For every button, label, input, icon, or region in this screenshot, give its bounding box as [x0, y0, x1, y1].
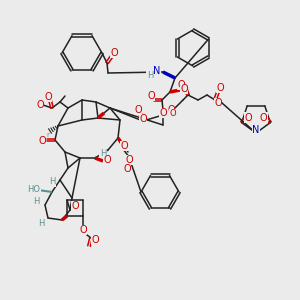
Text: O: O: [134, 105, 142, 115]
Text: O: O: [36, 100, 44, 110]
Text: N: N: [153, 66, 161, 76]
Text: HO: HO: [28, 185, 40, 194]
Text: O: O: [216, 83, 224, 93]
Text: O: O: [103, 155, 111, 165]
Text: O: O: [110, 48, 118, 58]
Text: O: O: [38, 136, 46, 146]
Text: H: H: [147, 70, 153, 80]
Text: O: O: [139, 114, 147, 124]
Text: O: O: [71, 201, 79, 211]
Text: O: O: [79, 225, 87, 235]
Text: H: H: [33, 197, 39, 206]
Text: O: O: [170, 110, 176, 118]
Text: O: O: [245, 112, 253, 123]
Text: O: O: [180, 84, 188, 94]
Text: H: H: [38, 218, 44, 227]
Text: O: O: [125, 155, 133, 165]
Text: O: O: [214, 98, 222, 108]
Text: O: O: [260, 112, 267, 123]
Text: O: O: [167, 105, 175, 115]
Text: O: O: [147, 91, 155, 101]
Text: r: r: [46, 132, 50, 138]
Text: O: O: [159, 108, 167, 118]
Text: O: O: [177, 80, 185, 90]
Text: H: H: [100, 148, 106, 158]
Text: N: N: [252, 125, 260, 135]
Text: O: O: [123, 164, 131, 174]
Text: H: H: [49, 178, 55, 187]
Text: O: O: [44, 92, 52, 102]
Text: O: O: [120, 141, 128, 151]
Text: O: O: [91, 235, 99, 245]
